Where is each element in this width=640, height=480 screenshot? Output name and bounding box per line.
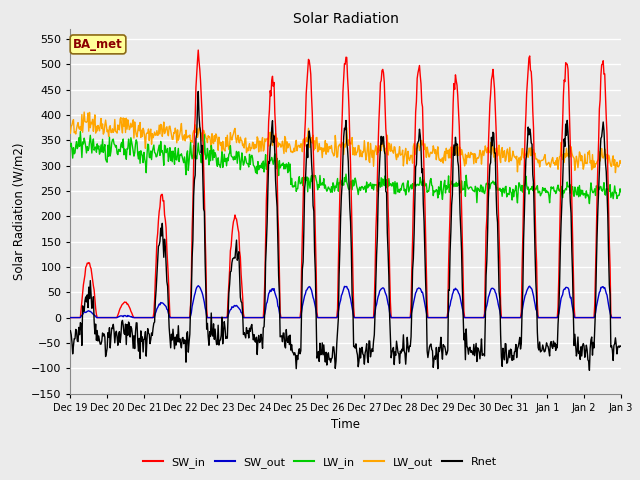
LW_in (67, 144, 74, 149)
LW_in (134, 152, 141, 158)
SW_out (219, 315, 227, 321)
Rnet (413, 141, 421, 147)
LW_out (219, 138, 227, 144)
LW_out (134, 128, 141, 134)
SW_in (77, 315, 84, 321)
LW_out (190, 128, 198, 134)
SW_out (195, 283, 202, 288)
Rnet (586, 368, 593, 373)
LW_out (617, 160, 625, 166)
Legend: SW_in, SW_out, LW_in, LW_out, Rnet: SW_in, SW_out, LW_in, LW_out, Rnet (138, 452, 502, 472)
LW_in (617, 189, 625, 194)
LW_out (413, 144, 421, 150)
LW_in (190, 143, 198, 148)
Y-axis label: Solar Radiation (W/m2): Solar Radiation (W/m2) (12, 143, 26, 280)
Text: BA_met: BA_met (73, 38, 123, 51)
Rnet (77, 320, 84, 325)
SW_in (219, 315, 227, 321)
Line: LW_in: LW_in (70, 132, 621, 204)
Rnet (189, 238, 196, 243)
Title: Solar Radiation: Solar Radiation (292, 12, 399, 26)
SW_out (413, 286, 421, 292)
Rnet (429, 364, 437, 370)
SW_out (617, 315, 625, 321)
LW_out (67, 131, 74, 136)
LW_in (77, 141, 85, 146)
SW_out (189, 300, 196, 306)
Line: Rnet: Rnet (70, 91, 621, 371)
SW_in (617, 315, 625, 321)
Rnet (67, 328, 74, 334)
LW_in (586, 201, 593, 206)
LW_in (429, 193, 437, 199)
Line: LW_out: LW_out (70, 112, 621, 173)
SW_in (413, 75, 421, 81)
LW_in (77, 129, 84, 134)
Line: SW_in: SW_in (70, 50, 621, 318)
SW_in (67, 315, 74, 321)
Rnet (219, 341, 227, 347)
SW_in (195, 47, 202, 53)
X-axis label: Time: Time (331, 418, 360, 431)
LW_out (77, 124, 84, 130)
SW_in (189, 201, 196, 207)
SW_out (77, 315, 84, 321)
LW_in (219, 165, 227, 170)
SW_out (133, 315, 141, 321)
Rnet (617, 343, 625, 349)
SW_out (429, 315, 437, 321)
LW_in (413, 181, 421, 187)
LW_out (429, 143, 437, 149)
SW_out (67, 315, 74, 321)
SW_in (133, 315, 141, 321)
SW_in (429, 315, 437, 321)
LW_out (81, 109, 88, 115)
LW_out (612, 170, 620, 176)
Rnet (195, 88, 202, 94)
Rnet (133, 320, 141, 326)
Line: SW_out: SW_out (70, 286, 621, 318)
